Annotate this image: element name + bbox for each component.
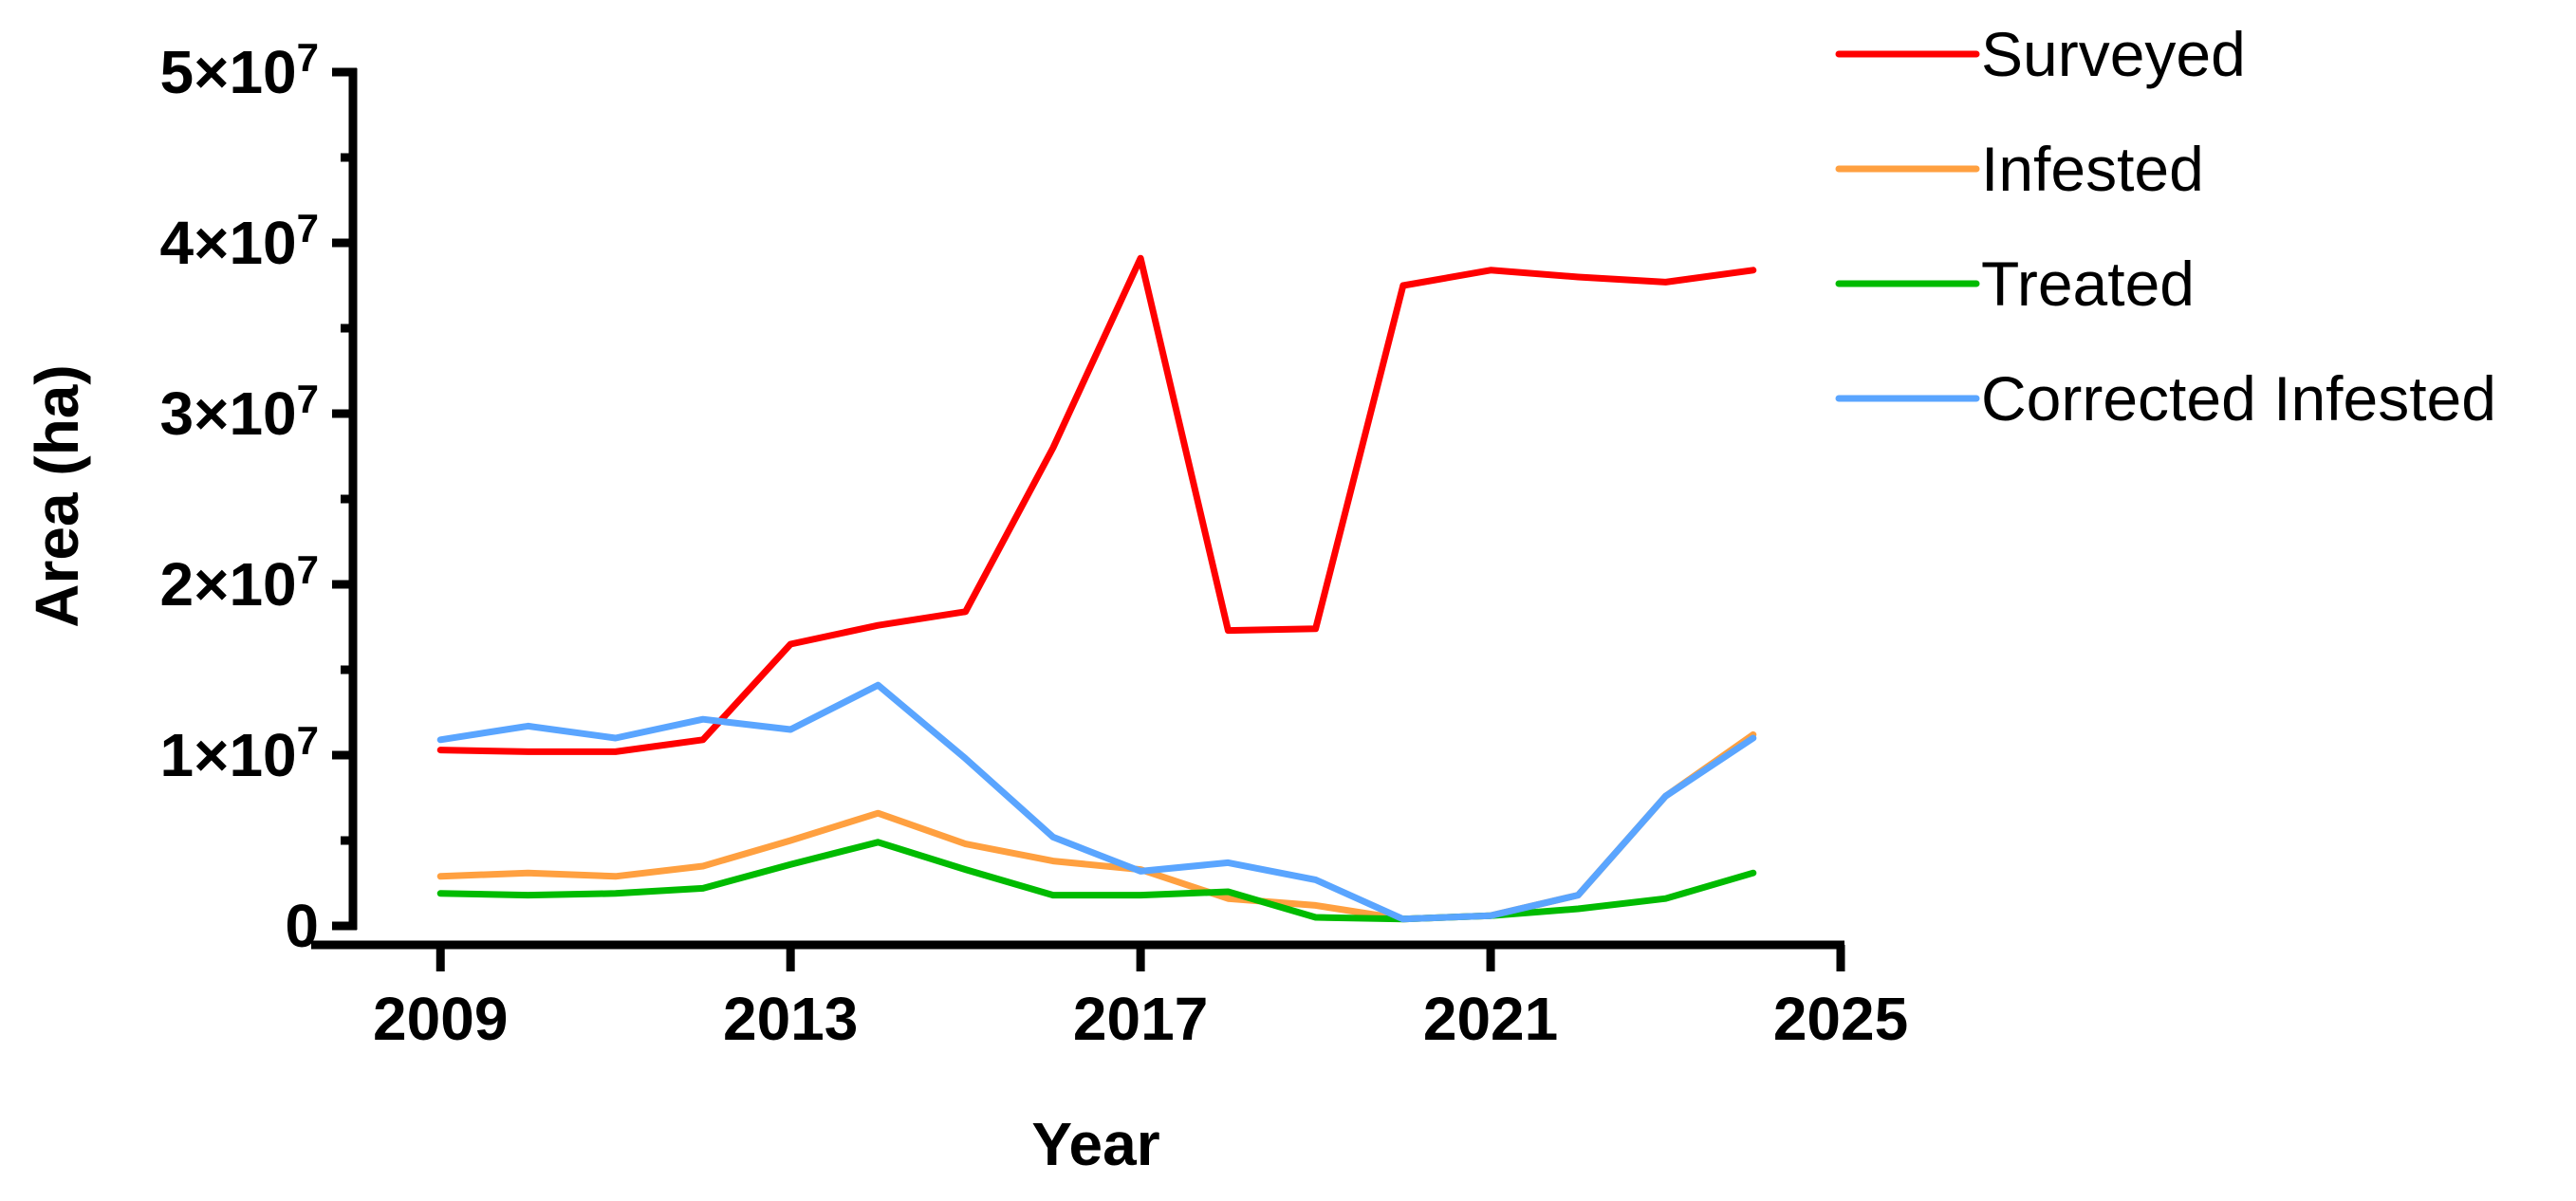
legend-label: Treated	[1981, 249, 2195, 319]
x-axis-title: Year	[1031, 1110, 1159, 1178]
legend-label: Corrected Infested	[1981, 363, 2496, 434]
y-tick-exponent: 7	[297, 377, 319, 421]
y-tick-label: 3×107	[159, 377, 319, 449]
y-tick-exponent: 7	[297, 35, 319, 80]
x-tick-label: 2009	[373, 985, 508, 1053]
series-line-surveyed	[436, 254, 1757, 755]
x-tick-label: 2017	[1073, 985, 1208, 1053]
legend-label: Surveyed	[1981, 19, 2246, 89]
legend-item-infested: Infested	[1835, 134, 2204, 204]
x-tick-label: 2021	[1423, 985, 1558, 1053]
axes	[311, 67, 1845, 971]
y-tick-exponent: 7	[297, 718, 319, 763]
legend: Surveyed Infested Treated Corrected Infeste…	[1835, 19, 2496, 434]
y-tick-mantissa: 1×10	[159, 721, 296, 789]
legend-item-corrected-infested: Corrected Infested	[1835, 363, 2496, 434]
legend-item-treated: Treated	[1835, 249, 2195, 319]
y-tick-mantissa: 0	[285, 892, 319, 960]
legend-item-surveyed: Surveyed	[1835, 19, 2246, 89]
y-tick-label: 2×107	[159, 547, 319, 619]
series-lines	[436, 254, 1757, 923]
y-tick-label: 0	[285, 892, 319, 960]
x-tick-label: 2025	[1773, 985, 1908, 1053]
series-line-corrected-infested	[436, 681, 1757, 923]
x-tick-label: 2013	[723, 985, 858, 1053]
y-tick-mantissa: 2×10	[159, 550, 296, 619]
y-tick-mantissa: 5×10	[159, 38, 296, 106]
y-axis-title: Area (ha)	[23, 364, 91, 627]
y-tick-label: 5×107	[159, 35, 319, 107]
y-tick-exponent: 7	[297, 206, 319, 250]
legend-label: Infested	[1981, 134, 2204, 204]
y-tick-label: 1×107	[159, 718, 319, 790]
series-line-treated	[436, 839, 1757, 923]
y-tick-mantissa: 3×10	[159, 379, 296, 448]
y-tick-exponent: 7	[297, 547, 319, 592]
y-tick-mantissa: 4×10	[159, 209, 296, 277]
y-tick-label: 4×107	[159, 206, 319, 278]
